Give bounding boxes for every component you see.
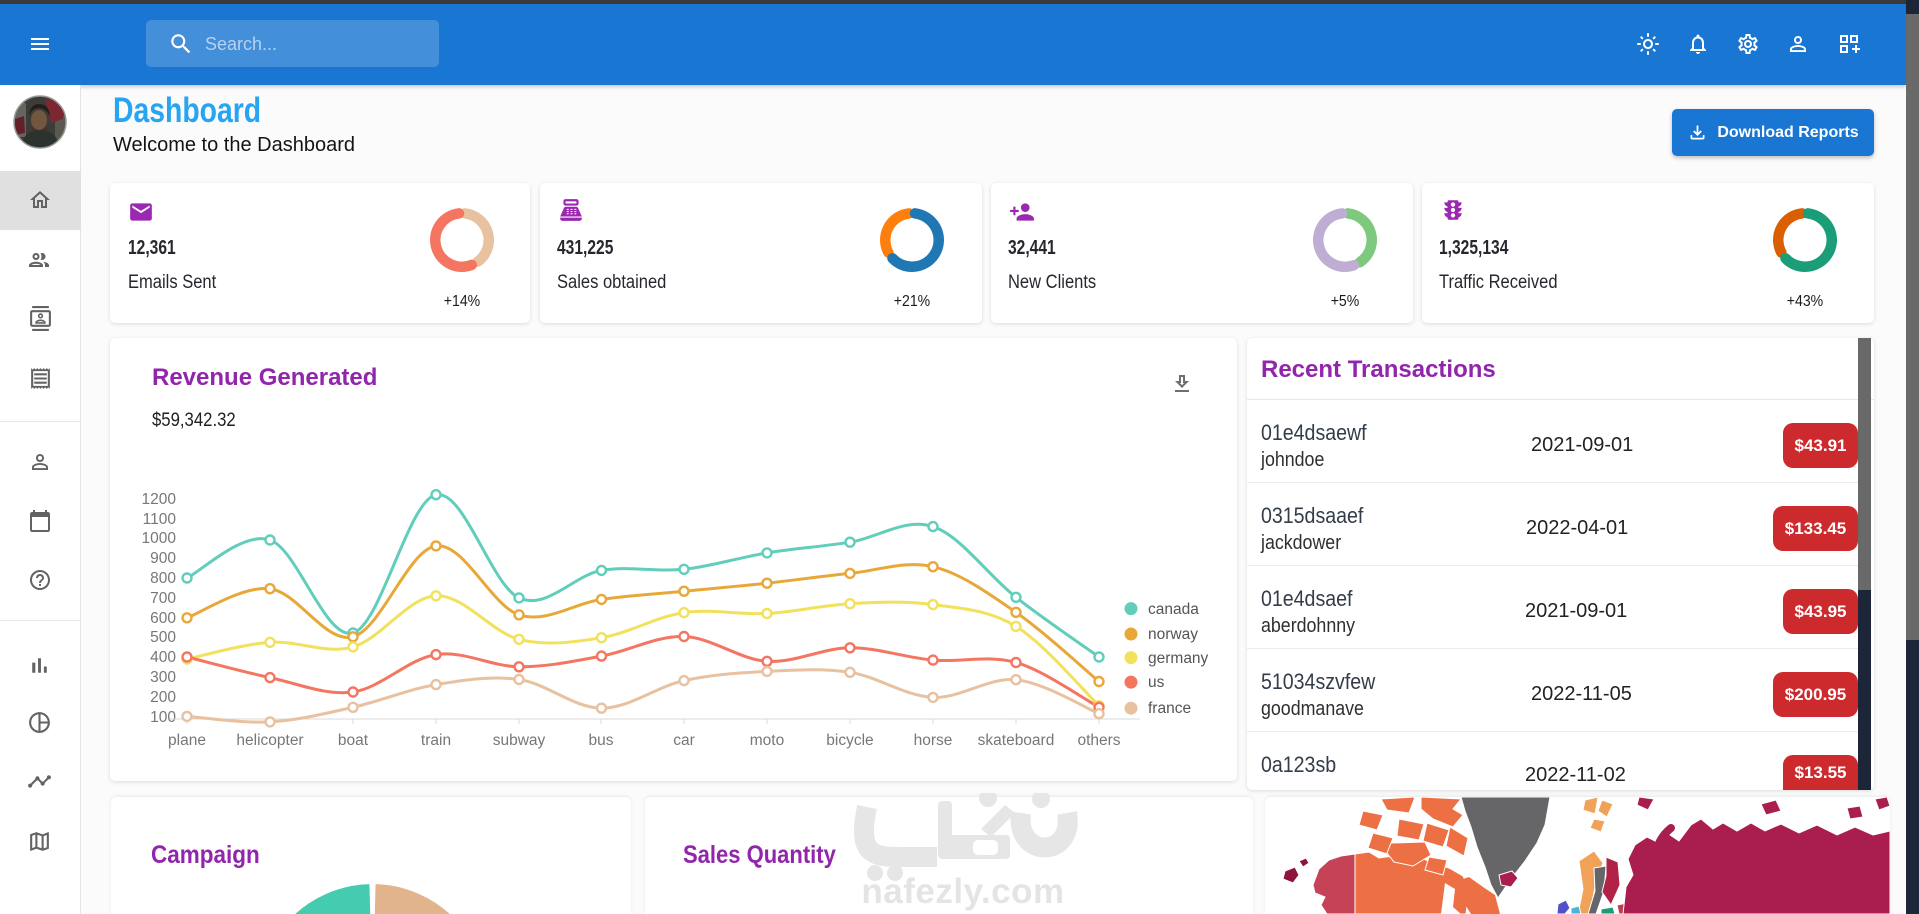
svg-text:others: others xyxy=(1077,732,1120,749)
svg-text:canada: canada xyxy=(1148,601,1199,618)
svg-text:nafezly.com: nafezly.com xyxy=(861,872,1064,911)
svg-text:500: 500 xyxy=(150,629,176,646)
svg-text:helicopter: helicopter xyxy=(236,732,303,749)
svg-text:100: 100 xyxy=(150,709,176,726)
svg-text:subway: subway xyxy=(493,732,546,749)
svg-text:france: france xyxy=(1148,700,1191,717)
svg-text:700: 700 xyxy=(150,590,176,607)
svg-text:norway: norway xyxy=(1148,626,1198,643)
svg-text:skateboard: skateboard xyxy=(978,732,1055,749)
svg-text:1100: 1100 xyxy=(143,511,177,528)
svg-text:300: 300 xyxy=(150,669,176,686)
svg-text:car: car xyxy=(673,732,695,749)
svg-text:train: train xyxy=(421,732,451,749)
svg-text:900: 900 xyxy=(150,550,176,567)
svg-text:400: 400 xyxy=(150,649,176,666)
svg-text:200: 200 xyxy=(150,689,176,706)
svg-text:us: us xyxy=(1148,674,1165,691)
svg-text:plane: plane xyxy=(168,732,206,749)
svg-text:600: 600 xyxy=(150,610,176,627)
svg-text:moto: moto xyxy=(750,732,784,749)
svg-text:1000: 1000 xyxy=(142,530,177,547)
svg-text:horse: horse xyxy=(914,732,953,749)
svg-text:bicycle: bicycle xyxy=(826,732,873,749)
svg-text:1200: 1200 xyxy=(142,491,177,508)
svg-text:bus: bus xyxy=(589,732,614,749)
svg-text:boat: boat xyxy=(338,732,369,749)
svg-text:800: 800 xyxy=(150,570,176,587)
svg-text:germany: germany xyxy=(1148,650,1209,667)
